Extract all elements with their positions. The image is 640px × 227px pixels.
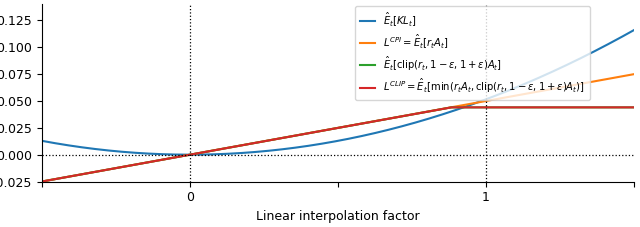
Legend: $\hat{E}_t[KL_t]$, $L^{CPI} = \hat{E}_t[r_tA_t]$, $\hat{E}_t[\mathrm{clip}(r_t, : $\hat{E}_t[KL_t]$, $L^{CPI} = \hat{E}_t[… bbox=[355, 6, 589, 100]
X-axis label: Linear interpolation factor: Linear interpolation factor bbox=[256, 210, 420, 223]
